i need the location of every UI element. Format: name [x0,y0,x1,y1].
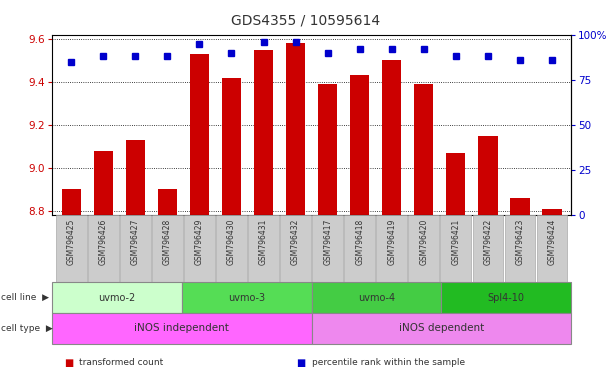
Bar [158,189,177,215]
Text: iNOS independent: iNOS independent [134,323,229,333]
Text: GSM796425: GSM796425 [67,218,76,265]
Text: GSM796424: GSM796424 [547,218,557,265]
Bar [408,215,439,282]
Bar [184,215,215,282]
Bar [543,209,562,215]
Bar [345,215,375,282]
Bar [93,151,113,215]
Bar [126,140,145,215]
Bar [190,54,209,215]
Bar [312,215,343,282]
Text: GSM796428: GSM796428 [163,218,172,265]
Bar [222,78,241,215]
Text: GSM796420: GSM796420 [419,218,428,265]
Text: GSM796427: GSM796427 [131,218,140,265]
Text: ■: ■ [296,358,306,368]
Text: cell type  ▶: cell type ▶ [1,324,53,333]
Bar [254,50,273,215]
Text: ■: ■ [64,358,73,368]
Bar [446,153,466,215]
Bar [382,60,401,215]
Bar [286,43,306,215]
Text: GSM796430: GSM796430 [227,218,236,265]
Text: GSM796422: GSM796422 [483,218,492,265]
Text: GSM796426: GSM796426 [99,218,108,265]
Text: GSM796419: GSM796419 [387,218,397,265]
Text: uvmo-3: uvmo-3 [228,293,265,303]
Bar [505,215,535,282]
Bar [414,84,433,215]
Bar [52,282,182,313]
Bar [318,84,337,215]
Text: Spl4-10: Spl4-10 [488,293,525,303]
Bar [120,215,151,282]
Bar [152,215,183,282]
Text: GSM796431: GSM796431 [259,218,268,265]
Text: GSM796421: GSM796421 [452,218,460,265]
Text: cell line  ▶: cell line ▶ [1,293,49,302]
Text: GSM796429: GSM796429 [195,218,204,265]
Bar [52,313,312,344]
Bar [312,313,571,344]
Text: uvmo-4: uvmo-4 [358,293,395,303]
Bar [182,282,312,313]
Text: percentile rank within the sample: percentile rank within the sample [312,358,465,367]
Bar [88,215,119,282]
Text: GDS4355 / 10595614: GDS4355 / 10595614 [231,13,380,27]
Bar [312,282,442,313]
Bar [442,282,571,313]
Text: GSM796417: GSM796417 [323,218,332,265]
Bar [510,198,530,215]
Text: GSM796423: GSM796423 [516,218,524,265]
Bar [350,75,369,215]
Bar [248,215,279,282]
Text: transformed count: transformed count [79,358,164,367]
Bar [478,136,497,215]
Bar [376,215,407,282]
Bar [62,189,81,215]
Text: iNOS dependent: iNOS dependent [399,323,484,333]
Bar [536,215,568,282]
Bar [56,215,87,282]
Bar [280,215,311,282]
Text: uvmo-2: uvmo-2 [98,293,136,303]
Bar [216,215,247,282]
Text: GSM796432: GSM796432 [291,218,300,265]
Bar [472,215,503,282]
Bar [441,215,471,282]
Text: GSM796418: GSM796418 [355,218,364,265]
